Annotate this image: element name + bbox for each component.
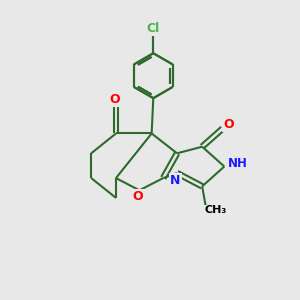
Text: O: O: [223, 118, 234, 131]
Text: N: N: [170, 174, 181, 187]
Text: Cl: Cl: [147, 22, 160, 35]
Text: O: O: [109, 93, 120, 106]
Text: CH₃: CH₃: [205, 206, 227, 215]
Text: Cl: Cl: [147, 22, 160, 35]
Text: O: O: [133, 190, 143, 203]
Text: NH: NH: [228, 158, 247, 170]
